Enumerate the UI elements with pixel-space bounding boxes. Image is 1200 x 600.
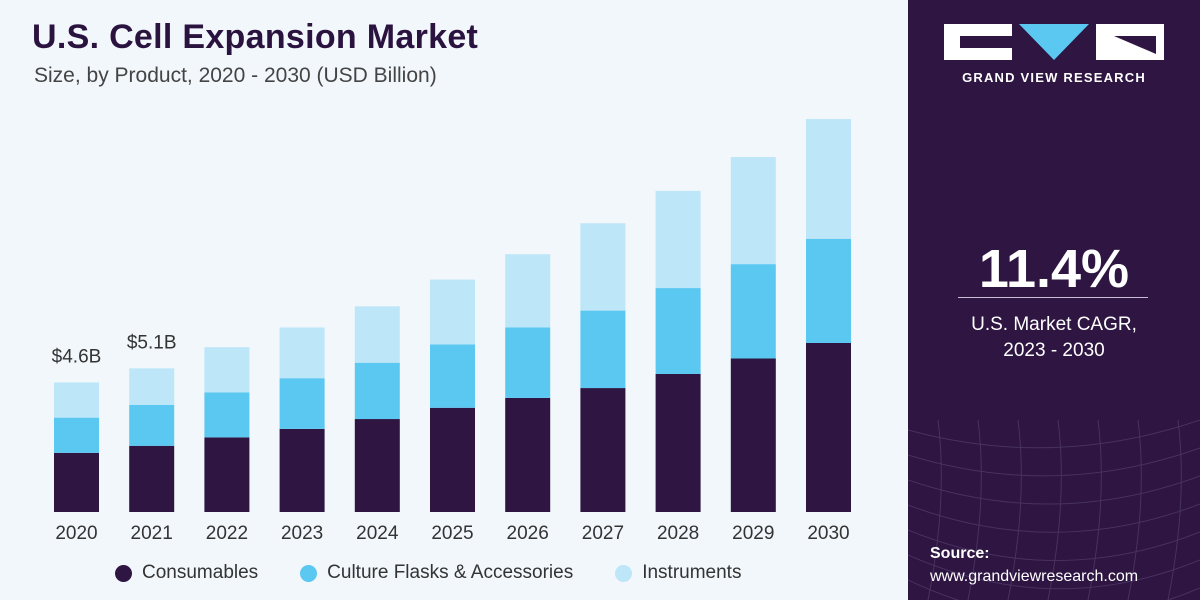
bar-culture-flasks-accessories-2025 — [430, 344, 475, 408]
x-tick-label-2026: 2026 — [507, 523, 549, 544]
bar-instruments-2020 — [54, 382, 99, 418]
source-link[interactable]: www.grandviewresearch.com — [930, 568, 1139, 585]
gvr-logo — [944, 24, 1164, 60]
source-label: Source: — [930, 545, 990, 562]
bar-culture-flasks-accessories-2029 — [730, 264, 776, 359]
bar-instruments-2028 — [655, 190, 701, 289]
legend-item-culture-flasks: Culture Flasks & Accessories — [300, 562, 573, 584]
bar-culture-flasks-accessories-2022 — [204, 392, 250, 438]
bar-instruments-2025 — [430, 279, 475, 345]
stacked-bar-chart: 2020 2021 2022 2023 2024 2025 2026 2027 2028 2029… — [52, 119, 851, 544]
bar-culture-flasks-accessories-2023 — [279, 378, 325, 429]
bar-consumables-2030 — [806, 342, 851, 512]
legend-item-instruments: Instruments — [615, 562, 741, 584]
bar-culture-flasks-accessories-2020 — [54, 417, 99, 453]
data-label-2020: $4.6B — [52, 346, 102, 367]
brand-name: GRAND VIEW RESEARCH — [962, 70, 1146, 85]
legend-label-instruments: Instruments — [642, 562, 742, 583]
bar-instruments-2030 — [806, 119, 851, 239]
bar-consumables-2020 — [54, 452, 99, 512]
bar-culture-flasks-accessories-2027 — [580, 310, 626, 389]
x-tick-label-2028: 2028 — [657, 523, 699, 544]
bar-consumables-2025 — [430, 407, 475, 512]
bar-instruments-2029 — [730, 157, 776, 265]
chart-legend: Consumables Culture Flasks & Accessories… — [115, 562, 783, 584]
bar-culture-flasks-accessories-2028 — [655, 288, 701, 374]
bar-culture-flasks-accessories-2026 — [505, 327, 551, 398]
bar-consumables-2027 — [580, 388, 626, 512]
legend-item-consumables: Consumables — [115, 562, 258, 584]
legend-swatch-consumables — [115, 564, 132, 582]
x-tick-label-2029: 2029 — [732, 523, 774, 544]
bar-consumables-2026 — [505, 397, 551, 512]
cagr-value: 11.4% — [978, 239, 1130, 299]
legend-swatch-culture-flasks — [300, 564, 318, 582]
bar-consumables-2022 — [204, 437, 250, 512]
bar-consumables-2028 — [655, 373, 701, 512]
grid-background — [908, 419, 1200, 600]
legend-swatch-instruments — [615, 564, 633, 582]
brand-panel: GRAND VIEW RESEARCH 11.4% U.S. Market CA… — [908, 0, 1200, 600]
bar-consumables-2023 — [279, 428, 325, 512]
cagr-divider — [958, 297, 1148, 298]
data-label-2021: $5.1B — [127, 332, 177, 353]
x-tick-label-2024: 2024 — [356, 523, 399, 544]
x-tick-label-2025: 2025 — [431, 523, 473, 544]
cagr-label-line1: U.S. Market CAGR, — [971, 314, 1137, 335]
bar-consumables-2029 — [730, 358, 776, 512]
cagr-label: U.S. Market CAGR, 2023 - 2030 — [908, 312, 1200, 364]
bar-instruments-2023 — [279, 327, 325, 379]
bar-consumables-2021 — [129, 445, 175, 512]
bar-instruments-2024 — [354, 306, 400, 363]
cagr-label-line2: 2023 - 2030 — [1003, 340, 1105, 361]
chart-subtitle: Size, by Product, 2020 - 2030 (USD Billi… — [34, 64, 437, 87]
x-tick-label-2020: 2020 — [55, 523, 97, 544]
x-tick-label-2022: 2022 — [206, 523, 248, 544]
bar-consumables-2024 — [354, 419, 400, 512]
bar-culture-flasks-accessories-2024 — [354, 362, 400, 420]
chart-panel: U.S. Cell Expansion Market Size, by Prod… — [0, 0, 908, 600]
x-tick-label-2023: 2023 — [281, 523, 323, 544]
bar-culture-flasks-accessories-2030 — [806, 238, 851, 343]
bar-instruments-2022 — [204, 347, 250, 393]
x-tick-label-2021: 2021 — [131, 523, 173, 544]
x-tick-label-2030: 2030 — [807, 523, 849, 544]
x-tick-label-2027: 2027 — [582, 523, 624, 544]
bar-instruments-2026 — [505, 254, 551, 328]
chart-title: U.S. Cell Expansion Market — [32, 18, 479, 56]
bar-culture-flasks-accessories-2021 — [129, 404, 175, 446]
legend-label-culture-flasks: Culture Flasks & Accessories — [327, 562, 574, 583]
bar-instruments-2027 — [580, 223, 626, 311]
bar-instruments-2021 — [129, 368, 175, 405]
legend-label-consumables: Consumables — [142, 562, 259, 583]
